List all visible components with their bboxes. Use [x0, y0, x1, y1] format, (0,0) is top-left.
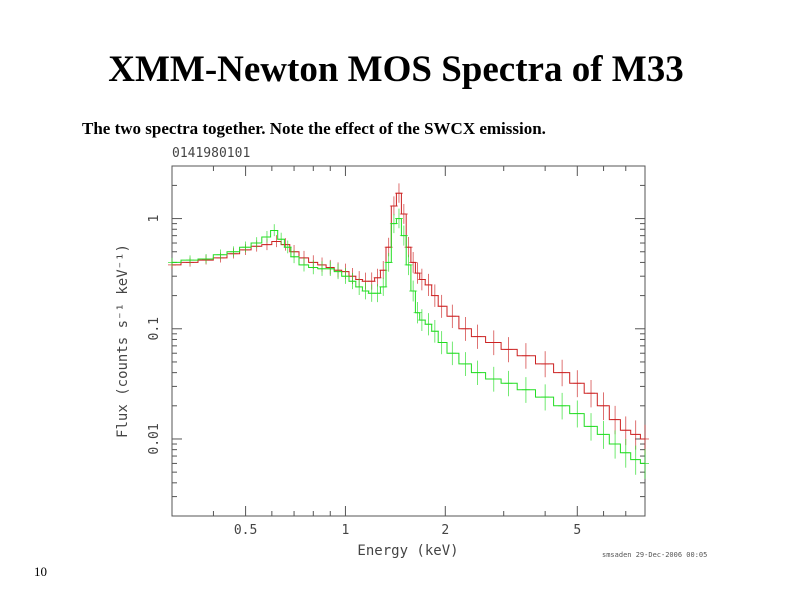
series-green-point-44	[587, 413, 596, 441]
series-green-point-39	[504, 370, 513, 397]
x-tick-label-1: 1	[342, 523, 350, 538]
slide-number: 10	[34, 564, 47, 579]
series-green-point-27	[399, 225, 408, 246]
x-tick-label-0: 0.5	[234, 523, 257, 538]
series-green-point-28	[404, 254, 413, 276]
series-red-point-34	[448, 304, 457, 329]
series-red-point-32	[430, 284, 439, 307]
series-green-point-48	[631, 445, 640, 475]
y-axis-label: Flux (counts s⁻¹ keV⁻¹)	[115, 244, 131, 438]
series-green-point-42	[558, 392, 567, 420]
series-green-point-32	[424, 313, 433, 336]
series-green-point-20	[361, 282, 370, 300]
series-green-point-35	[448, 341, 457, 366]
series-red-point-41	[558, 359, 567, 387]
x-axis: 0.5 1 2 5	[171, 166, 646, 538]
series-red-point-26	[399, 204, 408, 224]
x-axis-label: Energy (keV)	[357, 543, 458, 559]
series-green-point-33	[430, 319, 439, 343]
series-green-point-25	[389, 213, 398, 234]
series-green-point-26	[394, 208, 403, 229]
series-green-point-36	[461, 352, 470, 377]
series-green-point-31	[417, 309, 426, 331]
series-green-point-7	[262, 230, 271, 243]
series-green-point-47	[621, 438, 630, 468]
series-red-point-39	[521, 343, 530, 369]
series-green-point-46	[611, 430, 620, 459]
y-tick-label-2: 1	[147, 215, 162, 223]
series-red-point-9	[281, 238, 290, 251]
series-green-point-11	[290, 249, 299, 264]
series-green-point-43	[573, 400, 582, 428]
series-green-point-0	[168, 257, 176, 267]
series-green-point-38	[489, 366, 498, 392]
series-green-point-24	[384, 252, 393, 272]
series-red-point-8	[272, 235, 281, 248]
y-tick-label-0: 0.01	[147, 423, 162, 454]
series-green-point-49	[641, 449, 649, 479]
series-green-point-41	[541, 384, 550, 411]
series-red-model	[172, 192, 645, 440]
series-green-point-45	[599, 420, 608, 449]
series-green-point-12	[299, 257, 308, 272]
series-red-point-31	[424, 273, 433, 296]
y-tick-label-1: 0.1	[147, 317, 162, 340]
series-green-point-17	[341, 268, 350, 284]
series-red-point-43	[587, 379, 596, 408]
series-red-point-36	[473, 324, 482, 349]
x-tick-label-2: 2	[441, 523, 449, 538]
series-red-point-30	[417, 268, 426, 291]
x-tick-label-3: 5	[573, 523, 581, 538]
series-green-point-16	[334, 263, 343, 280]
slide-subtitle: The two spectra together. Note the effec…	[82, 119, 546, 138]
series-green-point-19	[355, 278, 364, 295]
series-green-point-18	[348, 272, 357, 290]
series-green-point-1	[186, 255, 195, 265]
series-green-point-34	[437, 331, 446, 355]
plot-frame	[171, 165, 646, 517]
series-red-point-24	[389, 196, 398, 216]
series-green-point-3	[216, 249, 225, 260]
series-green-point-10	[283, 240, 292, 254]
series-red-point-42	[573, 370, 582, 398]
series-green-point-40	[521, 377, 530, 403]
series-red-point-33	[437, 294, 446, 318]
series-green-point-14	[318, 261, 327, 276]
series-red-point-40	[541, 351, 550, 378]
series-green-point-37	[473, 360, 482, 386]
series-green-point-15	[326, 261, 335, 277]
series-green-point-13	[309, 260, 318, 275]
series-red-point-37	[489, 330, 498, 356]
series-green-point-22	[373, 284, 382, 303]
footer-stamp: smsaden 29-Dec-2006 00:05	[602, 551, 707, 559]
series-green-point-29	[409, 280, 418, 302]
series-red-point-44	[599, 392, 608, 421]
series-red-point-35	[461, 317, 470, 341]
series-green-point-8	[270, 224, 279, 237]
series-red-point-21	[373, 268, 382, 287]
series-red-point-38	[504, 337, 513, 363]
series-red-point-45	[611, 405, 620, 435]
series-green-point-23	[379, 277, 388, 296]
series-green-point-2	[202, 253, 211, 264]
slide-title: XMM-Newton MOS Spectra of M33	[108, 49, 684, 90]
series-green-point-30	[413, 301, 422, 324]
series-green-point-9	[277, 232, 286, 246]
series-green-point-4	[229, 246, 238, 257]
series-green-point-5	[241, 241, 250, 253]
series-layer	[168, 183, 649, 479]
chart-title: 0141980101	[172, 146, 250, 161]
series-red-point-28	[409, 252, 418, 273]
series-red-point-29	[413, 262, 422, 284]
series-red-point-47	[631, 420, 640, 450]
series-red-point-25	[394, 183, 403, 203]
series-green-point-6	[252, 237, 261, 249]
